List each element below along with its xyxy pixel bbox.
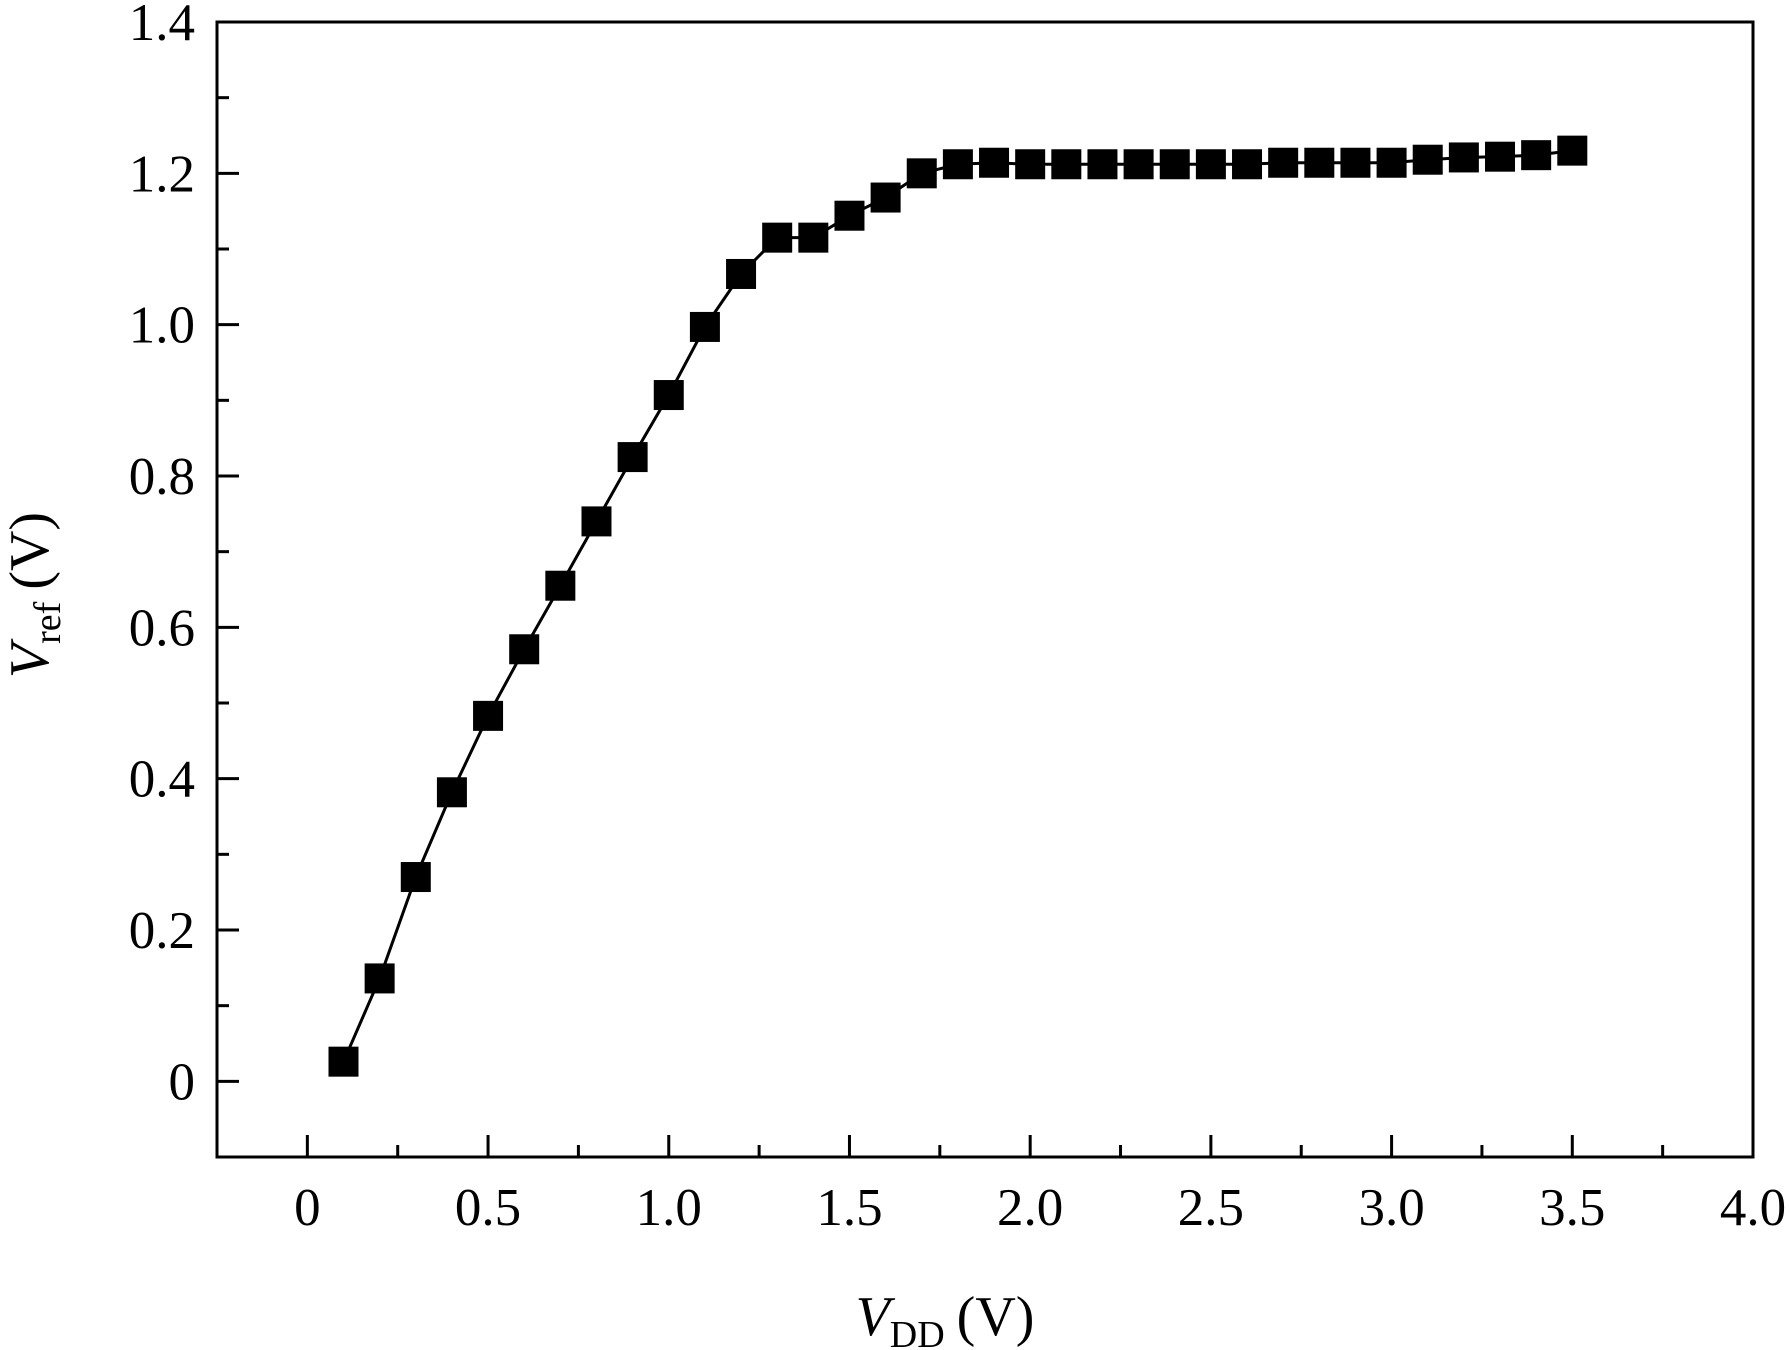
data-point — [581, 506, 612, 537]
x-tick-label: 4.0 — [1720, 1179, 1786, 1237]
y-axis-subscript: ref — [27, 601, 69, 644]
data-point — [798, 222, 829, 253]
data-point — [1557, 135, 1588, 166]
data-point — [400, 862, 431, 893]
data-point — [1448, 142, 1479, 173]
data-point — [870, 182, 901, 213]
x-tick-label: 0.5 — [455, 1179, 521, 1237]
y-axis-unit: (V) — [0, 512, 61, 590]
data-point — [906, 158, 937, 189]
x-tick-label: 2.5 — [1178, 1179, 1244, 1237]
x-tick-label: 3.5 — [1539, 1179, 1605, 1237]
data-point — [1340, 147, 1371, 178]
data-point — [1015, 149, 1046, 180]
y-tick-label: 1.0 — [129, 297, 195, 355]
x-tick-label: 2.0 — [997, 1179, 1063, 1237]
data-point — [1412, 144, 1443, 175]
y-tick-label: 0.6 — [129, 599, 195, 657]
plot-frame — [215, 20, 1755, 1159]
data-point — [979, 147, 1010, 178]
x-axis-title: VDD (V) — [856, 1286, 1035, 1350]
data-point — [1087, 149, 1118, 180]
x-tick-label: 3.0 — [1358, 1179, 1424, 1237]
data-point — [653, 380, 684, 411]
y-tick-label: 0.4 — [129, 751, 195, 809]
data-point — [942, 149, 973, 180]
data-point — [436, 777, 467, 808]
y-tick-label: 0.8 — [129, 448, 195, 506]
data-point — [328, 1046, 359, 1077]
series-line — [342, 149, 1573, 1063]
data-point — [509, 634, 540, 665]
data-point — [1232, 149, 1263, 180]
data-point — [617, 442, 648, 473]
data-point — [1376, 147, 1407, 178]
data-point — [1268, 147, 1299, 178]
series-group — [328, 135, 1588, 1077]
plot-frame-group — [215, 20, 1755, 1159]
x-tick-label: 1.5 — [816, 1179, 882, 1237]
x-axis-unit: (V) — [957, 1286, 1035, 1348]
data-point — [473, 700, 504, 731]
x-tick-label: 1.0 — [636, 1179, 702, 1237]
data-point — [1521, 140, 1552, 171]
data-point — [689, 311, 720, 342]
y-tick-label: 0 — [169, 1053, 196, 1111]
y-axis-symbol: V — [0, 638, 61, 678]
data-point — [1123, 149, 1154, 180]
data-point — [834, 200, 865, 231]
data-point — [1159, 149, 1190, 180]
data-point — [545, 570, 576, 601]
x-axis-symbol: V — [856, 1286, 896, 1348]
data-point — [364, 963, 395, 994]
y-tick-label: 1.4 — [129, 0, 195, 52]
data-point — [726, 258, 757, 289]
y-axis-title: Vref (V) — [0, 512, 69, 678]
data-point — [762, 222, 793, 253]
x-tick-label: 0 — [294, 1179, 321, 1237]
data-point — [1051, 149, 1082, 180]
tick-labels-group: 0 0.5 1.0 1.5 2.0 2.5 3.0 3.5 4.0 0 0.2 0.4 0.6 0.8 1.… — [129, 0, 1786, 1237]
ticks-group — [217, 96, 1665, 1157]
data-point — [1485, 141, 1516, 172]
data-point — [1195, 149, 1226, 180]
y-tick-label: 1.2 — [129, 145, 195, 203]
x-axis-subscript: DD — [890, 1314, 945, 1350]
data-point — [1304, 147, 1335, 178]
y-tick-label: 0.2 — [129, 902, 195, 960]
